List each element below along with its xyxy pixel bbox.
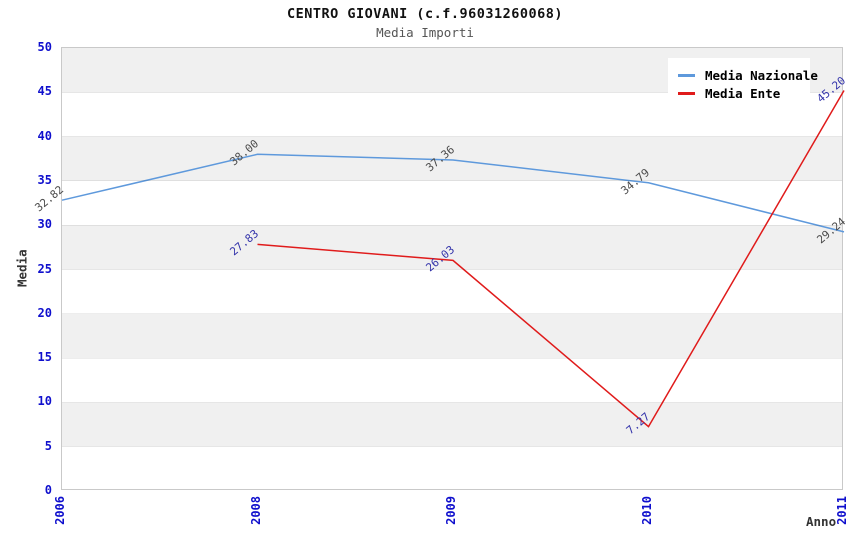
y-tick-label: 20 — [37, 305, 52, 320]
x-tick-label: 2009 — [444, 496, 458, 525]
gridline — [62, 180, 842, 182]
data-label: 32.82 — [32, 183, 66, 215]
y-tick-label: 30 — [37, 217, 52, 232]
x-axis-title: Anno — [806, 514, 837, 529]
y-tick-label: 5 — [44, 438, 52, 453]
y-tick-label: 45 — [37, 84, 52, 99]
legend-label-ente: Media Ente — [705, 86, 781, 101]
gridline — [62, 401, 842, 403]
gridline — [62, 269, 842, 270]
x-tick-label: 2006 — [53, 496, 67, 525]
chart-title: CENTRO GIOVANI (c.f.96031260068) — [286, 6, 564, 22]
line-media-nazionale — [61, 153, 845, 233]
gridline — [62, 136, 842, 138]
y-tick-label: 25 — [37, 261, 52, 276]
y-tick-label: 0 — [44, 483, 52, 497]
x-tick-label: 2008 — [248, 496, 263, 525]
legend-swatch-ente-icon — [678, 92, 695, 95]
y-tick-label: 40 — [37, 128, 52, 143]
gridline — [62, 357, 842, 359]
gridline — [62, 446, 842, 448]
x-tick-label: 2011 — [835, 496, 849, 525]
legend: Media Nazionale Media Ente — [668, 58, 818, 111]
gridline — [62, 91, 842, 93]
x-tick-label: 2010 — [639, 496, 654, 525]
chart-subtitle: Media Importi — [376, 25, 474, 40]
gridline — [62, 313, 842, 315]
line-series-svg — [61, 90, 845, 428]
legend-item-media-ente: Media Ente — [678, 86, 802, 101]
y-tick-label: 15 — [37, 350, 52, 365]
legend-label-nazionale: Media Nazionale — [705, 68, 818, 83]
gridline — [62, 224, 842, 226]
plot-area: 32.82 38.00 37.36 34.79 29.24 27.83 26.03 7.27 4… — [32, 47, 848, 490]
y-tick-label: 10 — [37, 394, 52, 409]
y-tick-label: 35 — [37, 172, 52, 187]
legend-item-media-nazionale: Media Nazionale — [678, 68, 818, 83]
legend-swatch-nazionale-icon — [678, 74, 695, 77]
y-tick-label: 50 — [37, 40, 52, 54]
line-media-ente — [257, 90, 845, 428]
